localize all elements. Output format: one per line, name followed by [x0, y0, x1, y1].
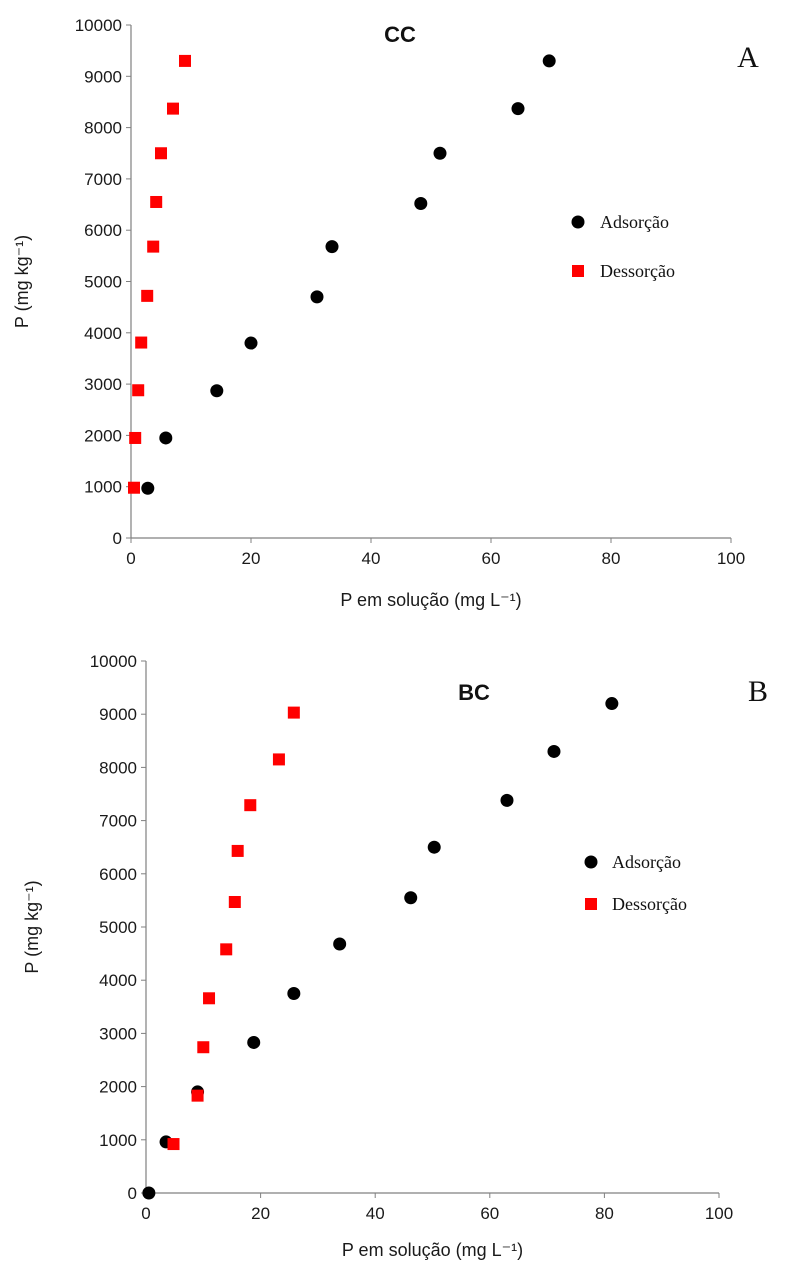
chart-2-y-tick-label: 10000	[90, 652, 137, 671]
chart-1-point-square	[147, 240, 160, 253]
chart-2-y-axis-title: P (mg kg⁻¹)	[22, 880, 42, 973]
chart-2-point-square	[231, 844, 244, 857]
chart-2-x-tick-label: 80	[595, 1204, 614, 1223]
chart-2-point-circle	[605, 697, 619, 711]
chart-2-point-square	[167, 1138, 180, 1151]
chart-2-point-square	[220, 943, 233, 956]
chart-1-point-circle	[210, 384, 224, 398]
chart-1-series-dessorcao	[128, 54, 191, 494]
chart-2-point-square	[191, 1089, 204, 1102]
chart-2-point-square	[228, 895, 241, 908]
chart-1-point-square	[155, 147, 167, 160]
chart-1-y-axis-title: P (mg kg⁻¹)	[12, 235, 32, 328]
chart-1-point-square	[129, 431, 142, 444]
chart-1-x-tick-label: 20	[242, 549, 261, 568]
chart-1-legend: Adsorção Dessorção	[571, 212, 675, 281]
chart-2-x-tick-label: 60	[480, 1204, 499, 1223]
chart-2-y-tick-label: 4000	[99, 971, 137, 990]
chart-2-point-square	[203, 992, 216, 1005]
chart-1-x-tick-label: 0	[126, 549, 135, 568]
chart-1-point-circle	[244, 336, 258, 350]
chart-1-point-circle	[433, 146, 447, 160]
chart-1-x-tick-label: 80	[602, 549, 621, 568]
chart-1-point-square	[141, 289, 154, 302]
chart-2-point-square	[287, 706, 300, 719]
chart-2-y-tick-label: 0	[128, 1184, 137, 1203]
chart-1-point-square	[132, 384, 145, 397]
chart-2-x-axis-title: P em solução (mg L⁻¹)	[342, 1240, 523, 1260]
chart-2-point-circle	[333, 937, 347, 951]
chart-2-x-tick-label: 100	[705, 1204, 733, 1223]
chart-2-y-tick-label: 8000	[99, 758, 137, 777]
chart-2-series-adsorcao	[142, 697, 619, 1200]
chart-1-panel-letter: A	[737, 41, 759, 74]
chart-1-title: CC	[384, 22, 416, 47]
chart-1-y-tick-label: 7000	[84, 170, 122, 189]
chart-1-point-circle	[310, 290, 324, 304]
chart-2: 0100020003000400050006000700080009000100…	[22, 652, 768, 1260]
chart-1-y-tick-label: 6000	[84, 221, 122, 240]
chart-2-y-tick-label: 7000	[99, 812, 137, 831]
chart-1-y-tick-label: 1000	[84, 478, 122, 497]
chart-2-x-tick-label: 40	[366, 1204, 385, 1223]
chart-1-y-tick-label: 8000	[84, 119, 122, 138]
chart-1-x-tick-label: 40	[362, 549, 381, 568]
chart-2-y-tick-label: 2000	[99, 1078, 137, 1097]
chart-2-point-circle	[287, 987, 301, 1000]
chart-2-point-square	[244, 799, 257, 812]
chart-1-x-tick-label: 60	[482, 549, 501, 568]
chart-2-y-tick-label: 6000	[99, 865, 137, 884]
chart-1-y-tick-label: 0	[113, 529, 122, 548]
chart-2-point-circle	[404, 891, 418, 905]
chart-1-y-tick-label: 4000	[84, 324, 122, 343]
chart-1-point-circle	[325, 240, 339, 254]
chart-2-y-tick-label: 5000	[99, 918, 137, 937]
chart-1-x-axis-title: P em solução (mg L⁻¹)	[340, 590, 521, 610]
chart-1-legend-label: Dessorção	[600, 261, 675, 281]
chart-1-point-square	[135, 336, 148, 349]
chart-1-point-square	[150, 195, 163, 208]
chart-2-legend-label: Dessorção	[612, 894, 687, 914]
chart-1-point-square	[128, 481, 140, 494]
chart-1-point-circle	[542, 54, 556, 68]
chart-2-point-circle	[547, 744, 561, 758]
chart-1-y-tick-label: 3000	[84, 375, 122, 394]
chart-1-y-tick-label: 10000	[75, 16, 122, 35]
chart-1-legend-label: Adsorção	[600, 212, 669, 232]
chart-2-point-circle	[427, 840, 441, 854]
chart-2-title: BC	[458, 680, 490, 705]
chart-2-point-square	[197, 1041, 210, 1054]
chart-2-y-tick-label: 9000	[99, 705, 137, 724]
chart-1-series-adsorcao	[141, 54, 556, 495]
chart-2-series-dessorcao	[167, 706, 300, 1151]
chart-1-point-circle	[141, 481, 155, 495]
chart-1-point-circle	[414, 197, 428, 211]
chart-1-legend-circle-marker	[571, 215, 585, 229]
chart-1: 0100020003000400050006000700080009000100…	[12, 16, 759, 610]
chart-1-legend-square-marker	[572, 265, 584, 277]
chart-2-x-tick-label: 20	[251, 1204, 270, 1223]
chart-1-point-square	[179, 54, 191, 67]
chart-2-legend: Adsorção Dessorção	[584, 852, 687, 914]
chart-1-point-square	[167, 102, 179, 115]
chart-2-panel-letter: B	[748, 675, 768, 708]
chart-1-y-tick-label: 5000	[84, 273, 122, 292]
chart-1-point-circle	[511, 102, 525, 116]
chart-2-x-tick-label: 0	[141, 1204, 150, 1223]
chart-1-y-tick-label: 2000	[84, 426, 122, 445]
chart-2-legend-square-marker	[585, 898, 597, 910]
chart-1-x-tick-label: 100	[717, 549, 745, 568]
chart-2-legend-label: Adsorção	[612, 852, 681, 872]
chart-1-point-circle	[159, 431, 173, 445]
chart-2-y-tick-label: 3000	[99, 1024, 137, 1043]
chart-2-y-tick-label: 1000	[99, 1131, 137, 1150]
chart-2-point-circle	[500, 793, 514, 807]
chart-2-point-square	[272, 753, 285, 766]
chart-2-point-circle	[247, 1035, 261, 1049]
chart-2-legend-circle-marker	[584, 855, 598, 869]
chart-1-y-tick-label: 9000	[84, 67, 122, 86]
chart-2-point-circle	[142, 1186, 156, 1200]
